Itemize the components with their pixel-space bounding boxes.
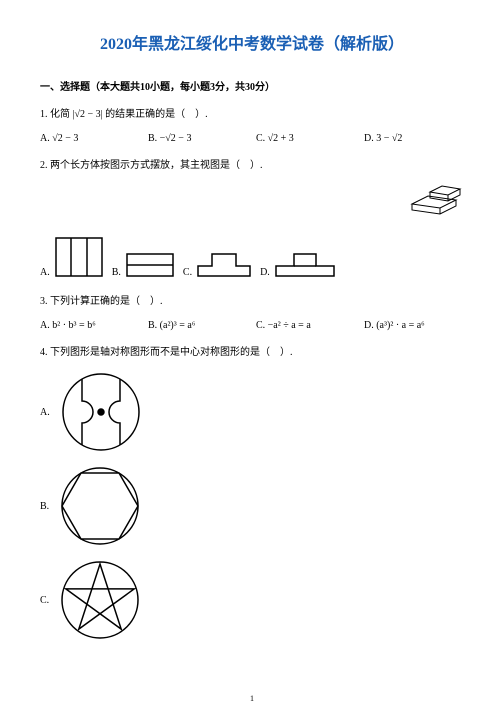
q4-figure-b xyxy=(59,465,141,547)
q4-text: 4. 下列图形是轴对称图形而不是中心对称图形的是（ ）. xyxy=(40,345,464,361)
q2-opt-a: A. xyxy=(40,236,104,278)
q1-text: 1. 化简 |√2 − 3| 的结果正确的是（ ）. xyxy=(40,107,464,123)
q3-text: 3. 下列计算正确的是（ ）. xyxy=(40,294,464,310)
q3-opt-b: B. (a²)³ = a⁶ xyxy=(148,320,248,331)
q4-label-c: C. xyxy=(40,595,49,606)
q2-options: A. B. C. D. xyxy=(40,236,464,278)
q3-opt-c: C. −a² ÷ a = a xyxy=(256,320,356,331)
q2-label-b: B. xyxy=(112,267,121,278)
q4-figure-a xyxy=(60,371,142,453)
q2-opt-b: B. xyxy=(112,252,175,278)
q2-opt-c: C. xyxy=(183,252,252,278)
q1-options: A. √2 − 3 B. −√2 − 3 C. √2 + 3 D. 3 − √2 xyxy=(40,133,464,144)
q1-opt-c: C. √2 + 3 xyxy=(256,133,356,144)
q2-figure-d xyxy=(274,252,336,278)
section-header: 一、选择题（本大题共10小题，每小题3分，共30分） xyxy=(40,78,464,93)
q1-opt-a: A. √2 − 3 xyxy=(40,133,140,144)
q3-options: A. b² · b³ = b⁶ B. (a²)³ = a⁶ C. −a² ÷ a… xyxy=(40,320,464,331)
q2-label-c: C. xyxy=(183,267,192,278)
q4-label-b: B. xyxy=(40,501,49,512)
q2-text: 2. 两个长方体按图示方式摆放，其主视图是（ ）. xyxy=(40,158,464,174)
q4-figure-c xyxy=(59,559,141,641)
q3-opt-a: A. b² · b³ = b⁶ xyxy=(40,320,140,331)
q2-figure-a xyxy=(54,236,104,278)
q2-label-a: A. xyxy=(40,267,50,278)
q1-opt-d: D. 3 − √2 xyxy=(364,133,464,144)
q4-opt-b: B. xyxy=(40,465,464,547)
q3-opt-d: D. (a³)² · a = a⁶ xyxy=(364,320,464,331)
q2-opt-d: D. xyxy=(260,252,336,278)
q2-figure-b xyxy=(125,252,175,278)
q2-figure-c xyxy=(196,252,252,278)
q4-opt-c: C. xyxy=(40,559,464,641)
exam-title: 2020年黑龙江绥化中考数学试卷（解析版） xyxy=(40,30,464,54)
q2-label-d: D. xyxy=(260,267,270,278)
page-number: 1 xyxy=(250,694,254,703)
q4-opt-a: A. xyxy=(40,371,464,453)
q1-opt-b: B. −√2 − 3 xyxy=(148,133,248,144)
q2-prompt-figure xyxy=(408,176,464,216)
q4-label-a: A. xyxy=(40,407,50,418)
